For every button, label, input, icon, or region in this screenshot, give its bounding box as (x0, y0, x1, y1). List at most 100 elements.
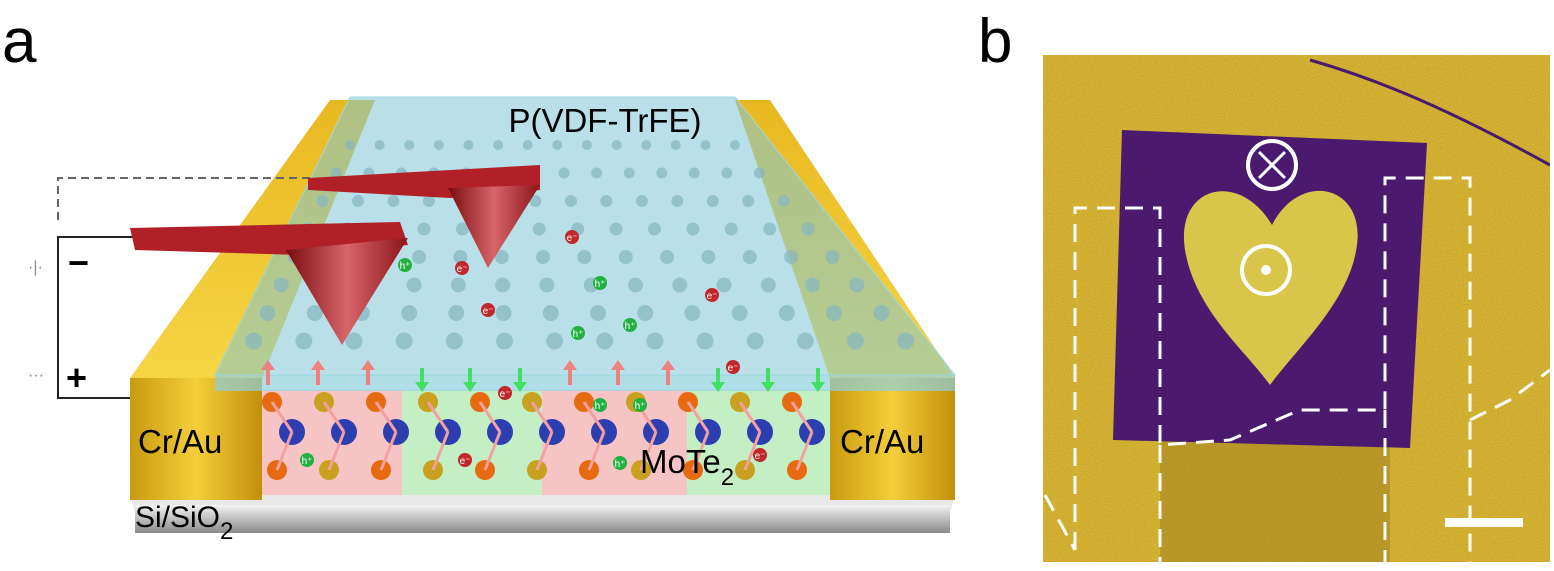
bond (431, 431, 450, 471)
arrow-head (563, 360, 577, 370)
charge (398, 258, 412, 272)
pfm-image (1043, 55, 1550, 562)
edge (1309, 58, 1550, 167)
charge (593, 398, 607, 412)
charge (593, 276, 607, 290)
charge (753, 448, 767, 462)
layer-label: MoTe2 (640, 443, 734, 491)
tip (286, 238, 408, 345)
charge-label: h⁺ (625, 321, 636, 332)
bias-symbol: ··· (28, 367, 44, 384)
charge (633, 398, 647, 412)
charge (565, 230, 579, 244)
arrow-head (761, 382, 775, 392)
wire (57, 236, 135, 399)
scale-bar (1445, 518, 1523, 527)
charge (498, 386, 512, 400)
arrow-head (261, 360, 275, 370)
tip (448, 185, 540, 268)
dashed-outline (1043, 176, 1550, 562)
bond (322, 401, 346, 433)
charge-label: e⁻ (483, 306, 494, 317)
bond (327, 431, 346, 471)
bond (535, 431, 554, 471)
electrode (830, 378, 955, 500)
arrow-head (513, 382, 527, 392)
arrow-head (611, 360, 625, 370)
charge-label: e⁻ (500, 389, 511, 400)
panel-label: b (978, 7, 1012, 76)
charge-label: e⁻ (567, 233, 578, 244)
bond (483, 431, 502, 471)
bias-symbol: ·|· (28, 259, 43, 276)
charge-label: h⁺ (635, 401, 646, 412)
bond (790, 401, 814, 433)
bond (270, 401, 294, 433)
arrow-head (811, 382, 825, 392)
charge-label: h⁺ (595, 279, 606, 290)
label-subscript: 2 (721, 464, 734, 491)
polarization-arrows (261, 360, 825, 392)
symbol-out (1240, 244, 1292, 296)
charge (455, 261, 469, 275)
charge (726, 360, 740, 374)
label-text: MoTe (640, 443, 721, 480)
heart (1183, 190, 1358, 385)
label-text: Si/SiO (135, 501, 220, 534)
bias-positive: + (66, 357, 87, 398)
symbol-into (1246, 139, 1298, 191)
polymer-front (215, 375, 955, 391)
charge-label: e⁻ (728, 363, 739, 374)
layer-label: P(VDF-TrFE) (508, 102, 701, 139)
charge-label: e⁻ (457, 264, 468, 275)
bond (379, 431, 398, 471)
charge-label: h⁺ (615, 459, 626, 470)
layer-label: Cr/Au (840, 423, 924, 460)
charge-label: h⁺ (400, 261, 411, 272)
bond (738, 401, 762, 433)
bond (582, 401, 606, 433)
bond (743, 431, 762, 471)
bond (530, 401, 554, 433)
symbol-cross (1257, 150, 1287, 180)
charge-label: h⁺ (573, 329, 584, 340)
bond (275, 431, 294, 471)
arrow-head (311, 360, 325, 370)
label-subscript: 2 (220, 518, 233, 545)
charge-label: h⁺ (302, 456, 313, 467)
arrow-head (661, 360, 675, 370)
charge (481, 303, 495, 317)
charge (623, 318, 637, 332)
arrow-head (415, 382, 429, 392)
arrow-head (463, 382, 477, 392)
arrow-head (361, 360, 375, 370)
bond (639, 431, 658, 471)
layer-label: Cr/Au (138, 423, 222, 460)
bond (691, 431, 710, 471)
symbol-dot (1261, 265, 1271, 275)
charge (571, 326, 585, 340)
charge (300, 453, 314, 467)
charges: e⁻ h⁺ e⁻ h⁺ e⁻ h⁺ h⁺ e⁻ h⁺ h⁺ e⁻ h⁺ e⁻ h⁺ e⁻ e⁻ (300, 230, 767, 470)
substrate (135, 505, 950, 533)
arrow-head (711, 382, 725, 392)
wire-dashed (57, 177, 310, 225)
charge-label: e⁻ (755, 451, 766, 462)
charge-label: e⁻ (707, 291, 718, 302)
charge (458, 453, 472, 467)
layer-label: Si/SiO2 (135, 501, 233, 545)
bond (795, 431, 814, 471)
charge-label: h⁺ (595, 401, 606, 412)
bond (374, 401, 398, 433)
bond (587, 431, 606, 471)
charge (613, 456, 627, 470)
charge-label: e⁻ (460, 456, 471, 467)
bond (426, 401, 450, 433)
panel-label: a (2, 7, 37, 76)
electrode (130, 378, 262, 500)
bond (478, 401, 502, 433)
charge (705, 288, 719, 302)
bias-negative: − (68, 242, 89, 283)
